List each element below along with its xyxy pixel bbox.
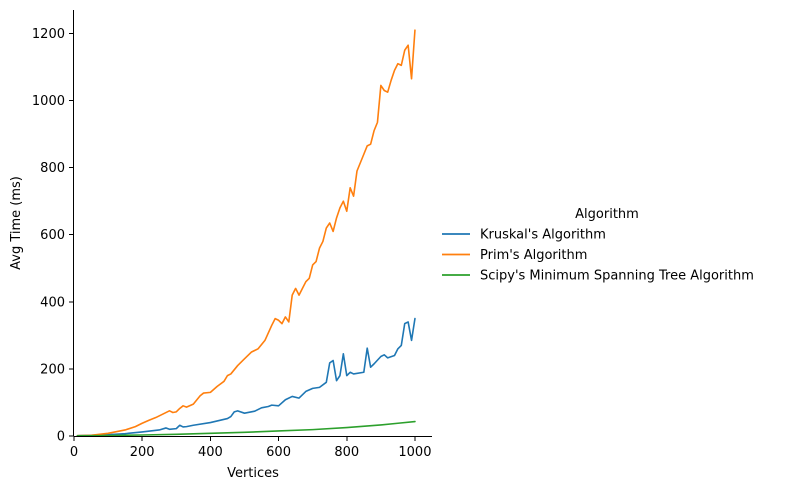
y-tick-label: 0 <box>57 430 65 445</box>
series-lines <box>76 29 416 437</box>
plot-area: 0 200 400 600 800 1000 0 200 400 600 800 1000 1200 <box>32 10 432 460</box>
x-tick-label: 1000 <box>398 445 431 460</box>
legend: Algorithm Kruskal's Algorithm Prim's Algo… <box>442 207 754 284</box>
y-tick-label: 400 <box>40 295 65 310</box>
y-tick-label: 800 <box>40 161 65 176</box>
legend-label-2: Scipy's Minimum Spanning Tree Algorithm <box>480 269 754 284</box>
y-tick-label: 600 <box>40 228 65 243</box>
x-tick-label: 200 <box>130 445 155 460</box>
legend-title: Algorithm <box>575 207 639 222</box>
series-line-2 <box>76 420 416 437</box>
y-axis-ticks: 0 200 400 600 800 1000 1200 <box>32 27 74 445</box>
legend-label-1: Prim's Algorithm <box>480 248 587 263</box>
series-line-0 <box>76 317 416 437</box>
y-tick-label: 200 <box>40 362 65 377</box>
y-tick-label: 1200 <box>32 27 65 42</box>
x-tick-label: 400 <box>198 445 223 460</box>
y-tick-label: 1000 <box>32 94 65 109</box>
legend-items: Kruskal's Algorithm Prim's Algorithm Scipy… <box>442 228 754 284</box>
x-tick-label: 600 <box>266 445 291 460</box>
y-axis-label: Avg Time (ms) <box>9 176 24 270</box>
x-axis-label: Vertices <box>227 466 279 481</box>
legend-label-0: Kruskal's Algorithm <box>480 228 606 243</box>
series-line-1 <box>76 29 416 437</box>
x-tick-label: 0 <box>70 445 78 460</box>
x-axis-ticks: 0 200 400 600 800 1000 <box>70 436 431 460</box>
x-tick-label: 800 <box>334 445 359 460</box>
